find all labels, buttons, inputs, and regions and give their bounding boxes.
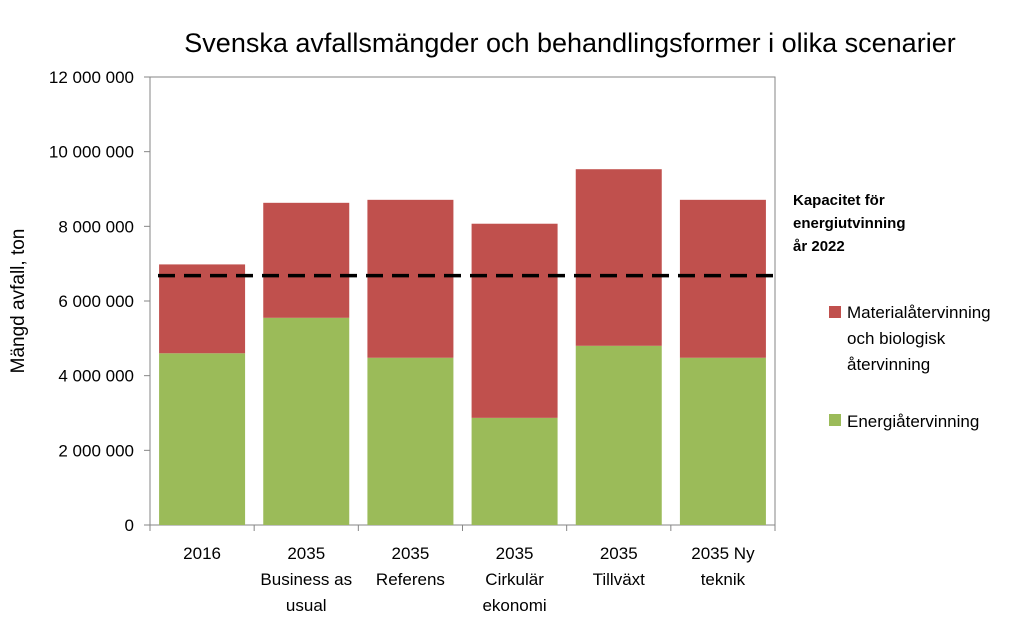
y-axis-label: Mängd avfall, ton	[8, 229, 29, 374]
x-tick-label: 2035 Cirkulär ekonomi	[482, 544, 546, 615]
x-tick-label: 2035 Business as usual	[260, 544, 352, 615]
bar-energy	[679, 357, 766, 525]
x-tick-label: 2035 Referens	[376, 544, 445, 589]
capacity-annotation: Kapacitet för energiutvinning år 2022	[793, 192, 906, 255]
y-tick-label: 8 000 000	[58, 217, 134, 236]
bar-energy	[471, 417, 558, 525]
bar-material	[263, 202, 350, 318]
y-tick-label: 2 000 000	[58, 441, 134, 460]
chart-title: Svenska avfallsmängder och behandlingsfo…	[184, 28, 955, 58]
legend-swatch	[829, 414, 841, 426]
bar-material	[679, 199, 766, 358]
bar-energy	[263, 317, 350, 525]
x-tick-label: 2035 Tillväxt	[593, 544, 646, 589]
bar-material	[575, 169, 662, 346]
legend-label: Materialåtervinning och biologisk återvinn…	[847, 303, 991, 374]
bar-energy	[159, 353, 246, 525]
plot-area: 0 2 000 000 4 000 000 6 000 000 8 000 000 10 …	[49, 68, 991, 615]
y-tick-label: 6 000 000	[58, 292, 134, 311]
y-tick-label: 10 000 000	[49, 143, 134, 162]
legend-swatch	[829, 306, 841, 318]
bar-energy	[367, 357, 454, 525]
bar-energy	[575, 345, 662, 525]
bar-material	[159, 264, 246, 354]
y-tick-label: 12 000 000	[49, 68, 134, 87]
bar-material	[367, 199, 454, 358]
bar-material	[471, 223, 558, 418]
x-tick-label: 2016	[183, 544, 221, 563]
legend-label: Energiåtervinning	[847, 412, 979, 431]
y-tick-label: 4 000 000	[58, 367, 134, 386]
x-tick-label: 2035 Ny teknik	[691, 544, 755, 589]
y-tick-label: 0	[125, 516, 134, 535]
